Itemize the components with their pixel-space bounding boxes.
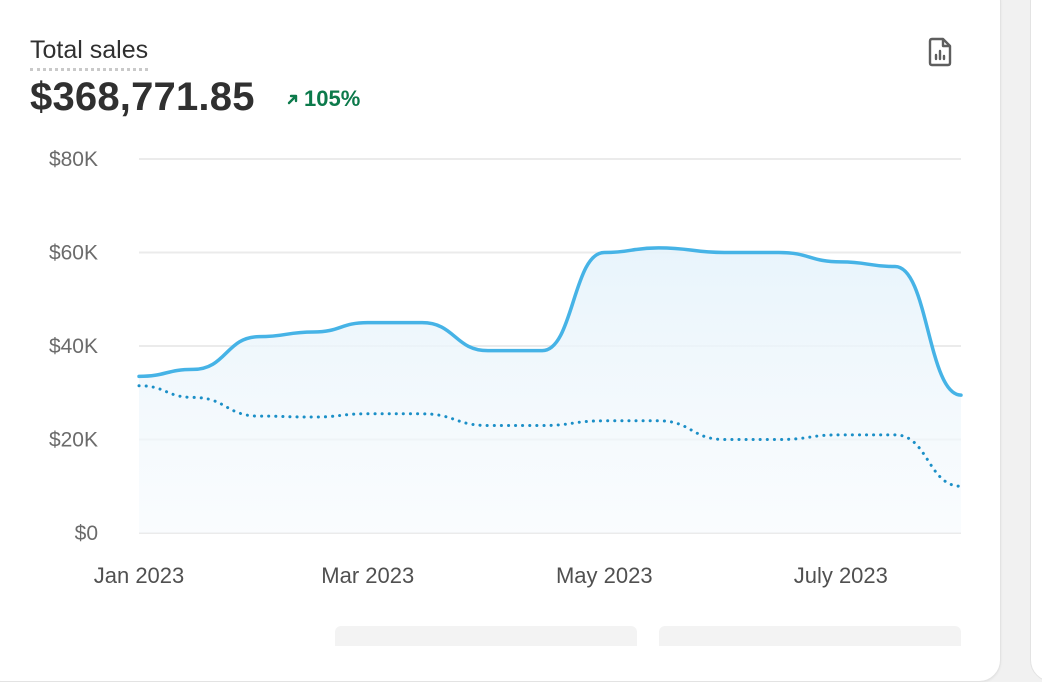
- series-area: [139, 248, 961, 533]
- sales-chart: $0 $20K $40K $60K $80K Jan 2023 Mar 2023 May 20…: [0, 0, 1042, 636]
- x-tick-label: Mar 2023: [321, 563, 414, 588]
- y-tick-label: $40K: [49, 335, 98, 358]
- x-tick-label: May 2023: [556, 563, 653, 588]
- bottom-tab-left[interactable]: [335, 626, 637, 646]
- x-tick-label: Jan 2023: [94, 563, 185, 588]
- y-tick-label: $0: [75, 522, 98, 545]
- y-tick-label: $80K: [49, 148, 98, 171]
- y-tick-label: $60K: [49, 242, 98, 265]
- y-tick-label: $20K: [49, 429, 98, 452]
- bottom-tab-right[interactable]: [659, 626, 961, 646]
- x-tick-label: July 2023: [794, 563, 888, 588]
